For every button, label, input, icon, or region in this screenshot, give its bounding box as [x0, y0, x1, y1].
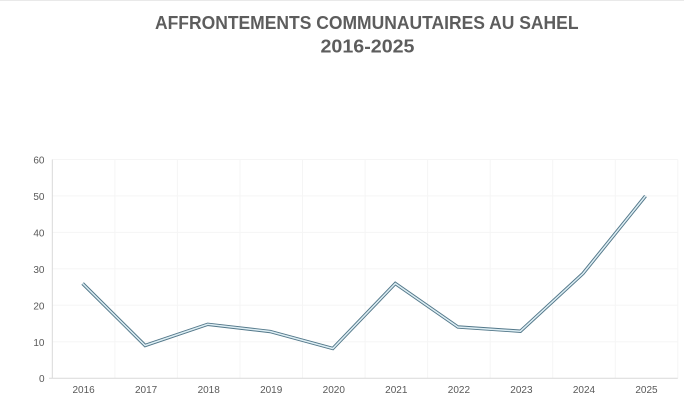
svg-text:0: 0 [39, 374, 45, 385]
svg-text:2016-2025: 2016-2025 [321, 35, 415, 56]
svg-text:2023: 2023 [510, 385, 533, 396]
svg-text:2021: 2021 [385, 385, 408, 396]
svg-text:2024: 2024 [573, 385, 596, 396]
svg-text:10: 10 [33, 338, 45, 349]
svg-text:20: 20 [33, 301, 45, 312]
svg-text:2020: 2020 [323, 385, 346, 396]
svg-text:50: 50 [33, 192, 45, 203]
svg-text:60: 60 [33, 156, 45, 167]
svg-text:40: 40 [33, 228, 45, 239]
svg-text:AFFRONTEMENTS COMMUNAUTAIRES A: AFFRONTEMENTS COMMUNAUTAIRES AU SAHEL [155, 12, 579, 33]
svg-text:2017: 2017 [135, 385, 158, 396]
svg-text:2019: 2019 [260, 385, 283, 396]
svg-text:2018: 2018 [198, 385, 221, 396]
svg-text:2022: 2022 [448, 385, 471, 396]
svg-text:2025: 2025 [635, 385, 658, 396]
svg-text:2016: 2016 [72, 385, 95, 396]
svg-text:30: 30 [33, 265, 45, 276]
